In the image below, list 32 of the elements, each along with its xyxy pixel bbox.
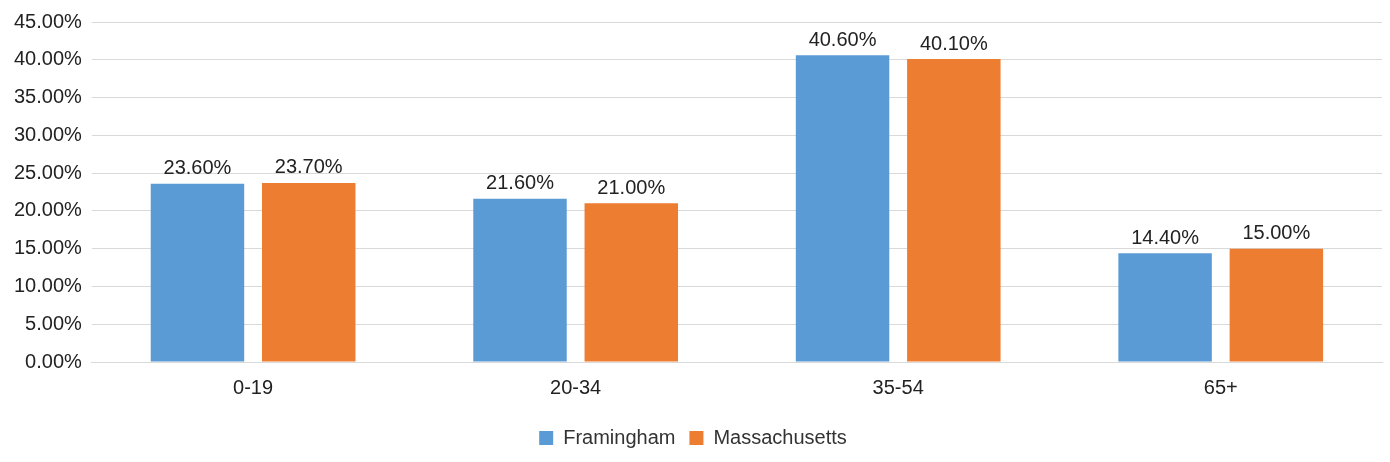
legend-label: Framingham — [563, 425, 676, 448]
data-label: 40.10% — [919, 31, 988, 54]
data-label: 40.60% — [808, 27, 877, 50]
y-tick-label: 15.00% — [13, 236, 83, 259]
y-tick-label: 10.00% — [13, 273, 83, 296]
y-tick-label: 0.00% — [25, 349, 83, 372]
legend-label: Massachusetts — [713, 425, 847, 448]
data-label: 23.70% — [274, 155, 343, 178]
x-tick-label: 20-34 — [550, 375, 602, 398]
bar — [473, 198, 567, 362]
bar — [150, 183, 245, 362]
bar — [795, 55, 890, 362]
data-label: 21.60% — [486, 171, 555, 194]
data-label: 15.00% — [1242, 221, 1311, 244]
x-tick-label: 65+ — [1203, 375, 1238, 398]
y-tick-label: 30.00% — [13, 122, 83, 145]
bar — [584, 203, 679, 362]
y-tick-label: 20.00% — [13, 198, 83, 221]
y-tick-label: 40.00% — [13, 47, 83, 70]
data-label: 14.40% — [1131, 225, 1200, 248]
y-tick-label: 25.00% — [13, 160, 83, 183]
x-tick-label: 35-54 — [872, 375, 924, 398]
bar — [262, 182, 356, 362]
data-label: 21.00% — [597, 175, 666, 198]
y-tick-label: 35.00% — [13, 85, 83, 108]
data-label: 23.60% — [163, 156, 232, 179]
y-tick-label: 45.00% — [13, 9, 83, 32]
bar — [907, 59, 1001, 362]
y-tick-label: 5.00% — [25, 311, 83, 334]
bar — [1118, 253, 1212, 362]
x-tick-label: 0-19 — [233, 375, 274, 398]
bar — [1229, 248, 1324, 362]
